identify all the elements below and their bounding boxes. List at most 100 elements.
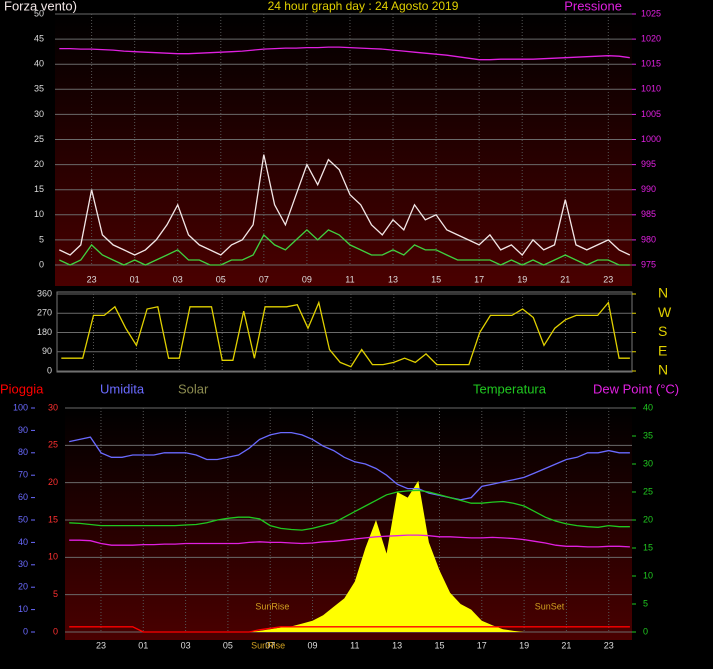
wind-panel-bg xyxy=(55,14,632,286)
y2-tick-label: 985 xyxy=(641,209,656,219)
y2-tick-label: 990 xyxy=(641,184,656,194)
y-tick-label: 35 xyxy=(34,84,44,94)
y2-tick-label: 0 xyxy=(643,626,648,636)
x-tick-label: 17 xyxy=(474,274,484,284)
series-line xyxy=(61,300,630,368)
y2-tick-label: 1005 xyxy=(641,109,661,119)
y-tick-label: 0 xyxy=(39,259,44,269)
y3-tick-label: 10 xyxy=(18,604,28,614)
y-tick-label: 180 xyxy=(37,327,52,337)
y-tick-label: 270 xyxy=(37,308,52,318)
y2-tick-label: 1000 xyxy=(641,134,661,144)
y2-tick-label: 980 xyxy=(641,234,656,244)
y-tick-label: 10 xyxy=(48,552,58,562)
y-tick-label: 15 xyxy=(48,514,58,524)
y2-tick-label: S xyxy=(658,323,667,339)
x-tick-label: 09 xyxy=(308,640,318,650)
y2-tick-label: N xyxy=(658,285,668,301)
y2-tick-label: 10 xyxy=(643,570,653,580)
legend-label: Pioggia xyxy=(0,381,44,396)
y-tick-label: 5 xyxy=(53,589,58,599)
y2-tick-label: 995 xyxy=(641,159,656,169)
y2-tick-label: E xyxy=(658,342,667,358)
y-tick-label: 15 xyxy=(34,184,44,194)
series-line xyxy=(59,46,630,61)
x-tick-label: 03 xyxy=(181,640,191,650)
y3-tick-label: 50 xyxy=(18,514,28,524)
y2-tick-label: 20 xyxy=(643,514,653,524)
x-tick-label: 23 xyxy=(604,640,614,650)
y-tick-label: 360 xyxy=(37,288,52,298)
y3-tick-label: 30 xyxy=(18,559,28,569)
x-tick-label: 23 xyxy=(603,274,613,284)
legend-label: Dew Point (°C) xyxy=(593,381,679,396)
x-tick-label: 01 xyxy=(138,640,148,650)
y3-tick-label: 20 xyxy=(18,582,28,592)
y-tick-label: 25 xyxy=(34,134,44,144)
x-tick-label: 07 xyxy=(259,274,269,284)
x-tick-label: 19 xyxy=(519,640,529,650)
series-area xyxy=(69,480,630,632)
y-tick-label: 50 xyxy=(34,8,44,18)
x-tick-label: 21 xyxy=(561,640,571,650)
y-tick-label: 40 xyxy=(34,59,44,69)
series-line xyxy=(69,431,630,501)
y-tick-label: 20 xyxy=(34,159,44,169)
y2-tick-label: 1015 xyxy=(641,59,661,69)
x-tick-label: 11 xyxy=(345,274,354,284)
annotation: SunRise xyxy=(255,601,289,611)
x-tick-label: 15 xyxy=(434,640,444,650)
y2-tick-label: 1010 xyxy=(641,84,661,94)
x-tick-label: 13 xyxy=(388,274,398,284)
y3-tick-label: 90 xyxy=(18,425,28,435)
legend-label: Pressione xyxy=(564,0,622,13)
y2-tick-label: 35 xyxy=(643,430,653,440)
annotation: SunSet xyxy=(535,601,565,611)
y2-tick-label: 5 xyxy=(643,598,648,608)
x-tick-label: 23 xyxy=(96,640,106,650)
y-tick-label: 0 xyxy=(53,626,58,636)
series-line xyxy=(59,154,631,256)
legend-label: Solar xyxy=(178,381,209,396)
series-line xyxy=(59,229,630,266)
x-tick-label: 23 xyxy=(87,274,97,284)
y2-tick-label: 25 xyxy=(643,486,653,496)
x-tick-label: 05 xyxy=(223,640,233,650)
y-tick-label: 30 xyxy=(48,402,58,412)
y-tick-label: 25 xyxy=(48,440,58,450)
x-tick-label: 03 xyxy=(173,274,183,284)
x-tick-label: 13 xyxy=(392,640,402,650)
series-line xyxy=(69,489,630,531)
y3-tick-label: 0 xyxy=(23,626,28,636)
y-tick-label: 5 xyxy=(39,234,44,244)
x-tick-label: 15 xyxy=(431,274,441,284)
y2-tick-label: W xyxy=(658,304,672,320)
y-tick-label: 0 xyxy=(47,365,52,375)
y-tick-label: 20 xyxy=(48,477,58,487)
x-tick-label: 11 xyxy=(350,640,359,650)
legend-label: Umidita xyxy=(100,381,145,396)
y2-tick-label: 1020 xyxy=(641,33,661,43)
x-tick-label: 05 xyxy=(216,274,226,284)
x-tick-label: 09 xyxy=(302,274,312,284)
y3-tick-label: 80 xyxy=(18,447,28,457)
y2-tick-label: 40 xyxy=(643,402,653,412)
x-tick-label: 07 xyxy=(265,640,275,650)
y2-tick-label: 1025 xyxy=(641,8,661,18)
y3-tick-label: 40 xyxy=(18,537,28,547)
y2-tick-label: N xyxy=(658,362,668,378)
series-line xyxy=(69,626,630,633)
x-tick-label: 01 xyxy=(130,274,140,284)
x-tick-label: 17 xyxy=(477,640,487,650)
y-tick-label: 10 xyxy=(34,209,44,219)
y2-tick-label: 15 xyxy=(643,542,653,552)
y2-tick-label: 975 xyxy=(641,259,656,269)
y3-tick-label: 70 xyxy=(18,470,28,480)
legend-label: Temperatura xyxy=(473,381,547,396)
series-line xyxy=(69,534,630,548)
axis-annotation: SunRise xyxy=(251,640,285,650)
y-tick-label: 30 xyxy=(34,109,44,119)
x-tick-label: 19 xyxy=(517,274,527,284)
